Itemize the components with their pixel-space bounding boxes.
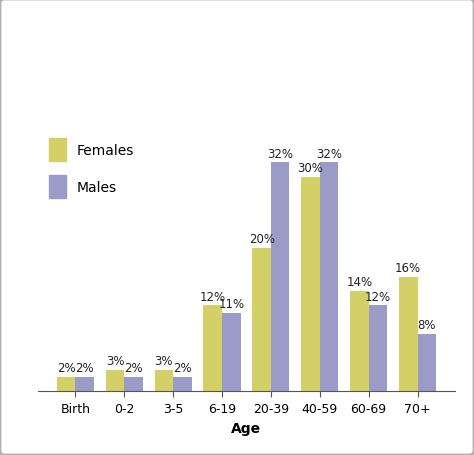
Text: 2%: 2%: [75, 361, 94, 374]
Text: 2%: 2%: [124, 361, 143, 374]
X-axis label: Age: Age: [231, 421, 262, 435]
Text: 32%: 32%: [316, 147, 342, 160]
Bar: [75, 377, 94, 391]
Bar: [252, 248, 271, 391]
Bar: [124, 377, 143, 391]
Text: 12%: 12%: [200, 290, 226, 303]
Text: 16%: 16%: [395, 261, 421, 274]
Text: 32%: 32%: [267, 147, 293, 160]
Text: 30%: 30%: [298, 162, 323, 174]
Text: 12%: 12%: [365, 290, 391, 303]
Text: 2%: 2%: [57, 361, 75, 374]
Text: 3%: 3%: [106, 354, 124, 367]
Bar: [418, 334, 436, 391]
Text: 20%: 20%: [249, 233, 274, 246]
Legend: Females, Males: Females, Males: [45, 134, 138, 203]
Text: 3%: 3%: [155, 354, 173, 367]
Bar: [369, 306, 387, 391]
Text: 2%: 2%: [173, 361, 192, 374]
Bar: [106, 370, 124, 391]
Text: 11%: 11%: [218, 297, 245, 310]
Bar: [399, 277, 418, 391]
Bar: [173, 377, 192, 391]
Bar: [301, 177, 320, 391]
Text: 14%: 14%: [346, 276, 373, 288]
Bar: [203, 306, 222, 391]
Bar: [57, 377, 75, 391]
Text: 8%: 8%: [418, 318, 436, 331]
Bar: [222, 313, 241, 391]
Bar: [350, 292, 369, 391]
Bar: [271, 163, 290, 391]
Bar: [320, 163, 338, 391]
Bar: [155, 370, 173, 391]
